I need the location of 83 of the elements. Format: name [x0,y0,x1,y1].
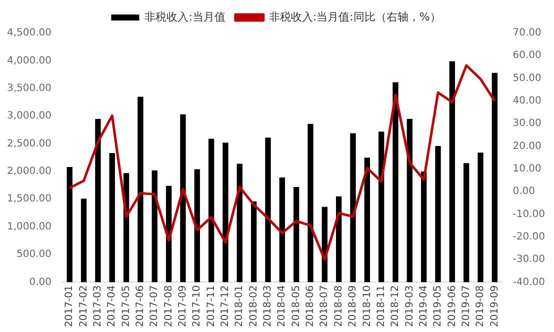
y-tick-label: 4,500.00 [7,28,52,39]
bar [364,158,370,282]
x-tick-label: 2019-09 [489,285,500,328]
legend-label: 非税收入:当月值 [144,10,226,24]
x-tick-label: 2018-11 [376,285,387,328]
bar [222,142,228,282]
y2-tick-label: 50.00 [512,72,542,84]
x-tick-label: 2017-02 [78,285,90,328]
bar [236,164,242,282]
y-tick-label: 1,500.00 [7,194,52,205]
x-tick-label: 2017-11 [206,285,217,328]
y-tick-label: 2,000.00 [7,166,52,178]
y2-tick-label: -20.00 [512,232,546,242]
x-tick-label: 2018-07 [319,285,330,328]
bar [66,167,72,282]
y2-tick-label: 0.00 [512,186,536,198]
x-tick-label: 2018-06 [305,285,316,328]
x-tick-label: 2018-02 [248,285,260,328]
x-tick-label: 2017-10 [192,285,203,328]
bar [478,152,484,282]
y2-tick-label: 70.00 [512,28,542,39]
y-tick-label: 3,500.00 [7,82,52,94]
bar [350,133,356,282]
bar [208,138,214,282]
x-tick-label: 2018-10 [362,285,373,328]
y-tick-label: 3,000.00 [7,110,52,122]
x-tick-label: 2017-04 [106,285,118,328]
x-tick-label: 2017-12 [220,285,232,328]
bar [378,132,384,282]
y2-tick-label: 40.00 [512,96,542,107]
bar [293,186,300,282]
legend-label: 非税收入:当月值:同比（右轴，%） [268,10,441,24]
bar [421,171,427,282]
bar [109,153,115,282]
x-tick-label: 2019-08 [475,285,486,328]
x-tick-label: 2018-12 [390,285,402,328]
bar [180,114,186,282]
bar [250,201,257,282]
bar [152,170,158,282]
x-tick-label: 2017-05 [120,285,132,328]
bar [80,198,87,282]
x-tick-label: 2017-03 [92,285,104,328]
x-tick-label: 2018-08 [333,285,344,328]
y2-tick-label: 60.00 [512,50,542,62]
x-tick-label: 2018-04 [276,285,288,328]
bar [492,72,498,282]
y2-tick-label: -30.00 [512,254,546,266]
y-tick-label: 0.00 [29,276,52,288]
bar [406,118,412,282]
x-tick-label: 2018-03 [262,285,274,328]
bar [194,169,200,282]
bar [392,82,398,282]
bar [95,118,101,282]
x-tick-label: 2019-07 [460,285,472,328]
x-tick-label: 2019-04 [418,285,430,328]
y2-tick-label: -10.00 [512,208,546,220]
bar [336,196,342,282]
y-tick-label: 1,000.00 [7,221,52,232]
bar [464,163,470,282]
x-tick-label: 2017-01 [64,285,76,328]
y2-tick-label: -40.00 [512,276,546,288]
x-tick-label: 2017-07 [149,285,160,328]
bar [449,61,456,282]
x-tick-label: 2019-03 [404,285,416,328]
y-tick-label: 2,500.00 [7,138,52,150]
y-tick-label: 500.00 [16,249,52,260]
bar [265,138,271,282]
y2-tick-label: 30.00 [512,118,542,130]
bar [435,146,441,282]
y-tick-label: 4,000.00 [7,55,52,66]
x-tick-label: 2019-05 [432,285,444,328]
y2-tick-label: 10.00 [512,164,542,175]
x-tick-label: 2018-09 [348,285,359,328]
bar [279,178,285,282]
y2-tick-label: 20.00 [512,140,542,152]
x-tick-label: 2017-08 [163,285,174,328]
x-tick-label: 2018-01 [234,285,246,328]
x-tick-label: 2017-09 [178,285,189,328]
x-tick-label: 2017-06 [135,285,146,328]
x-tick-label: 2018-05 [290,285,302,328]
x-tick-label: 2019-06 [446,285,458,328]
bar [138,96,144,282]
bar [308,124,314,282]
